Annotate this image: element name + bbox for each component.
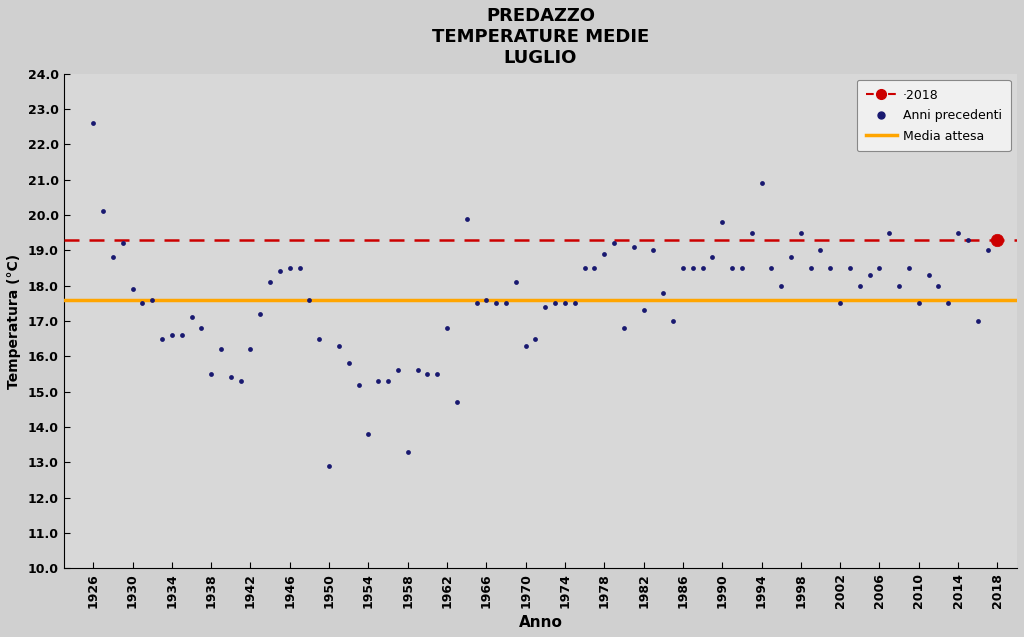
Point <box>449 397 465 407</box>
Point <box>812 245 828 255</box>
Point <box>596 248 612 259</box>
Point <box>321 461 337 471</box>
Point <box>124 284 140 294</box>
Point <box>675 263 691 273</box>
X-axis label: Anno: Anno <box>518 615 562 630</box>
Point <box>95 206 112 217</box>
Point <box>940 298 956 308</box>
Point <box>566 298 583 308</box>
Point <box>154 334 170 344</box>
Y-axis label: Temperatura (°C): Temperatura (°C) <box>7 254 20 389</box>
Point <box>547 298 563 308</box>
Point <box>459 213 475 224</box>
Point <box>252 309 268 319</box>
Point <box>831 298 848 308</box>
Point <box>203 369 219 379</box>
Point <box>852 280 868 290</box>
Point <box>861 270 878 280</box>
Point <box>684 263 700 273</box>
Point <box>538 302 554 312</box>
Point <box>733 263 750 273</box>
Point <box>615 323 632 333</box>
Point <box>390 365 407 375</box>
Point <box>842 263 858 273</box>
Point <box>577 263 593 273</box>
Point <box>881 227 897 238</box>
Point <box>331 341 347 351</box>
Point <box>743 227 760 238</box>
Point <box>665 316 681 326</box>
Point <box>341 358 357 368</box>
Point <box>587 263 603 273</box>
Point <box>144 295 161 305</box>
Point <box>508 277 524 287</box>
Point <box>399 447 416 457</box>
Point <box>429 369 445 379</box>
Point <box>115 238 131 248</box>
Point <box>626 241 642 252</box>
Point <box>724 263 740 273</box>
Point <box>282 263 298 273</box>
Point <box>782 252 799 262</box>
Point <box>380 376 396 386</box>
Point <box>921 270 937 280</box>
Point <box>194 323 210 333</box>
Legend: ·2018, Anni precedenti, Media attesa: ·2018, Anni precedenti, Media attesa <box>857 80 1011 152</box>
Point <box>557 298 573 308</box>
Point <box>527 334 544 344</box>
Point <box>301 295 317 305</box>
Point <box>930 280 946 290</box>
Point <box>803 263 819 273</box>
Point <box>694 263 711 273</box>
Point <box>360 429 377 439</box>
Point <box>871 263 888 273</box>
Point <box>262 277 279 287</box>
Point <box>910 298 927 308</box>
Point <box>763 263 779 273</box>
Point <box>488 298 505 308</box>
Point <box>134 298 151 308</box>
Point <box>979 245 995 255</box>
Point <box>793 227 809 238</box>
Point <box>606 238 623 248</box>
Point <box>959 234 976 245</box>
Point <box>705 252 721 262</box>
Point <box>468 298 484 308</box>
Point <box>104 252 121 262</box>
Point <box>498 298 514 308</box>
Point <box>370 376 386 386</box>
Point <box>714 217 730 227</box>
Point <box>989 234 1006 245</box>
Point <box>311 334 328 344</box>
Point <box>85 118 101 128</box>
Point <box>213 344 229 354</box>
Point <box>891 280 907 290</box>
Point <box>222 373 239 383</box>
Point <box>183 312 200 322</box>
Point <box>478 295 495 305</box>
Point <box>439 323 456 333</box>
Point <box>822 263 839 273</box>
Point <box>419 369 435 379</box>
Point <box>645 245 662 255</box>
Point <box>901 263 918 273</box>
Title: PREDAZZO
TEMPERATURE MEDIE
LUGLIO: PREDAZZO TEMPERATURE MEDIE LUGLIO <box>432 7 649 66</box>
Point <box>773 280 790 290</box>
Point <box>754 178 770 189</box>
Point <box>655 287 672 297</box>
Point <box>950 227 967 238</box>
Point <box>410 365 426 375</box>
Point <box>517 341 534 351</box>
Point <box>292 263 308 273</box>
Point <box>636 305 652 315</box>
Point <box>232 376 249 386</box>
Point <box>350 380 367 390</box>
Point <box>271 266 288 276</box>
Point <box>970 316 986 326</box>
Point <box>243 344 259 354</box>
Point <box>164 330 180 340</box>
Point <box>173 330 189 340</box>
